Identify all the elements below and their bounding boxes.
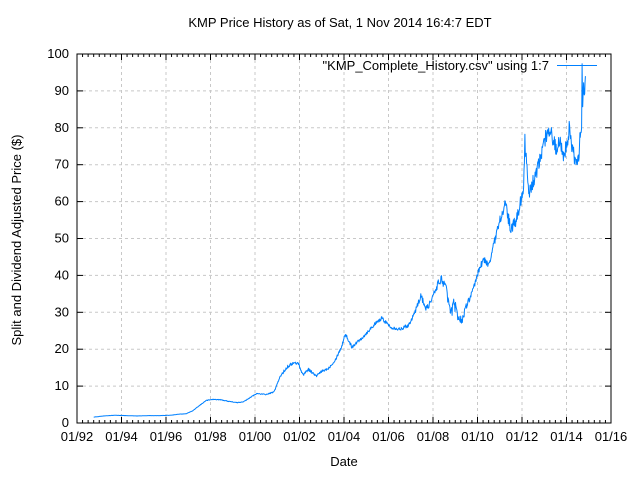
x-tick-label: 01/00 xyxy=(239,429,272,444)
y-tick-label: 100 xyxy=(47,46,69,61)
x-axis-title: Date xyxy=(330,454,358,469)
y-tick-label: 80 xyxy=(55,120,69,135)
y-axis-title: Split and Dividend Adjusted Price ($) xyxy=(9,134,24,346)
x-tick-label: 01/08 xyxy=(417,429,450,444)
x-tick-label: 01/02 xyxy=(283,429,316,444)
x-tick-label: 01/94 xyxy=(105,429,138,444)
x-tick-label: 01/92 xyxy=(61,429,94,444)
x-tick-label: 01/12 xyxy=(506,429,539,444)
y-tick-label: 30 xyxy=(55,304,69,319)
price-line xyxy=(93,63,586,418)
y-tick-label: 60 xyxy=(55,194,69,209)
chart-title: KMP Price History as of Sat, 1 Nov 2014 … xyxy=(188,15,492,30)
x-tick-label: 01/98 xyxy=(194,429,227,444)
y-tick-label: 90 xyxy=(55,83,69,98)
x-tick-label: 01/96 xyxy=(150,429,183,444)
x-tick-label: 01/16 xyxy=(595,429,628,444)
y-tick-label: 20 xyxy=(55,341,69,356)
x-tick-label: 01/10 xyxy=(461,429,494,444)
y-tick-label: 40 xyxy=(55,267,69,282)
y-tick-label: 70 xyxy=(55,157,69,172)
x-tick-label: 01/06 xyxy=(372,429,405,444)
plot-border xyxy=(76,53,612,424)
legend-label: "KMP_Complete_History.csv" using 1:7 xyxy=(322,58,549,73)
y-tick-label: 0 xyxy=(62,415,69,430)
x-tick-label: 01/14 xyxy=(550,429,583,444)
x-tick-label: 01/04 xyxy=(328,429,361,444)
y-tick-label: 10 xyxy=(55,378,69,393)
y-tick-label: 50 xyxy=(55,231,69,246)
